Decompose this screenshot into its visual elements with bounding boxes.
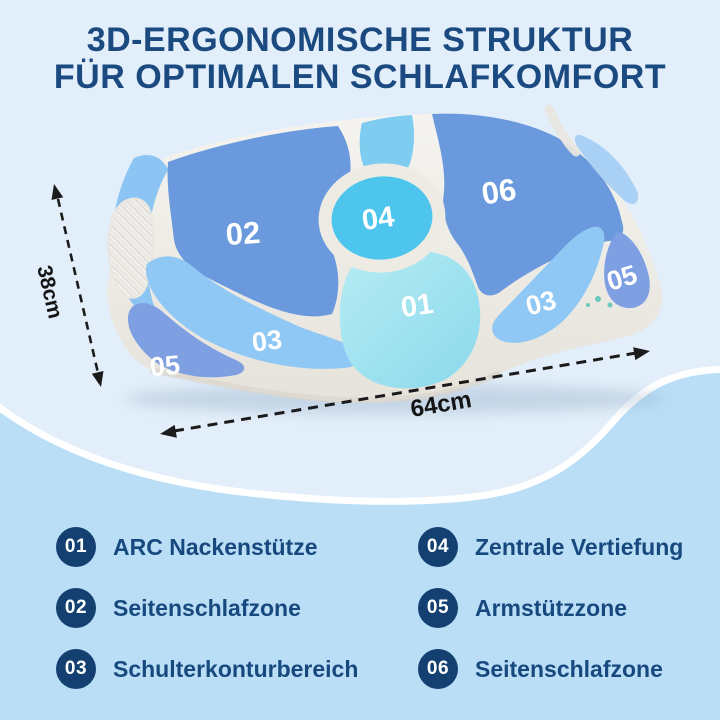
pillow-illustration: 02 04 06 01 03 03 05 05 — [107, 104, 663, 404]
legend-label-02: Seitenschlafzone — [113, 594, 301, 621]
legend-item-03: 03 Schulterkonturbereich — [56, 649, 358, 689]
legend-badge-03: 03 — [56, 649, 96, 689]
pillow-zone-01 — [339, 249, 481, 389]
page-title: 3D-ERGONOMISCHE STRUKTUR FÜR OPTIMALEN S… — [0, 22, 720, 96]
pillow-seam-top-right — [544, 104, 581, 157]
zone-number-02: 02 — [225, 215, 262, 252]
pillow-zone-05-right — [604, 232, 650, 309]
height-dimension-arrow — [51, 184, 104, 387]
pillow-corner-sliver-right — [574, 134, 639, 205]
legend-label-04: Zentrale Vertiefung — [475, 533, 684, 560]
height-dimension-label: 38cm — [32, 263, 66, 321]
legend-label-03: Schulterkonturbereich — [113, 655, 359, 682]
pillow-zone-03-right — [492, 226, 605, 343]
background-wave — [0, 365, 720, 720]
legend-item-02: 02 Seitenschlafzone — [56, 588, 358, 628]
legend-column-left: 01 ARC Nackenstütze 02 Seitenschlafzone … — [56, 527, 358, 689]
width-dimension-arrow — [160, 347, 650, 438]
legend-label-01: ARC Nackenstütze — [113, 533, 318, 560]
page-title-line-1: 3D-ERGONOMISCHE STRUKTUR — [86, 21, 634, 59]
pillow-bottom-shade — [149, 367, 502, 404]
legend-item-06: 06 Seitenschlafzone — [418, 649, 683, 689]
pillow-zone-02 — [167, 126, 351, 317]
pillow-knit-panel — [107, 197, 155, 299]
zone-number-04: 04 — [360, 201, 396, 237]
legend-column-right: 04 Zentrale Vertiefung 05 Armstützzone 0… — [418, 527, 683, 689]
pillow-zone-03-left — [145, 256, 363, 369]
legend-badge-04: 04 — [418, 527, 458, 567]
zone-number-01: 01 — [399, 288, 435, 324]
pillow-zone-05-left — [128, 303, 245, 378]
legend-item-01: 01 ARC Nackenstütze — [56, 527, 358, 567]
legend-badge-06: 06 — [418, 649, 458, 689]
zone-number-05-left: 05 — [149, 350, 182, 383]
legend-item-04: 04 Zentrale Vertiefung — [418, 527, 683, 567]
zone-number-06: 06 — [479, 172, 519, 212]
pillow-zone-04 — [318, 163, 446, 273]
legend-badge-05: 05 — [418, 588, 458, 628]
wave-fill — [0, 369, 720, 720]
page-title-line-2: FÜR OPTIMALEN SCHLAFKOMFORT — [53, 58, 667, 96]
legend-label-06: Seitenschlafzone — [475, 655, 663, 682]
fabric-print-mark — [586, 296, 613, 308]
zone-number-03-left: 03 — [250, 324, 283, 357]
legend-badge-01: 01 — [56, 527, 96, 567]
legend-item-05: 05 Armstützzone — [418, 588, 683, 628]
legend-badge-02: 02 — [56, 588, 96, 628]
wave-line — [0, 365, 720, 505]
legend-label-05: Armstützzone — [475, 594, 628, 621]
